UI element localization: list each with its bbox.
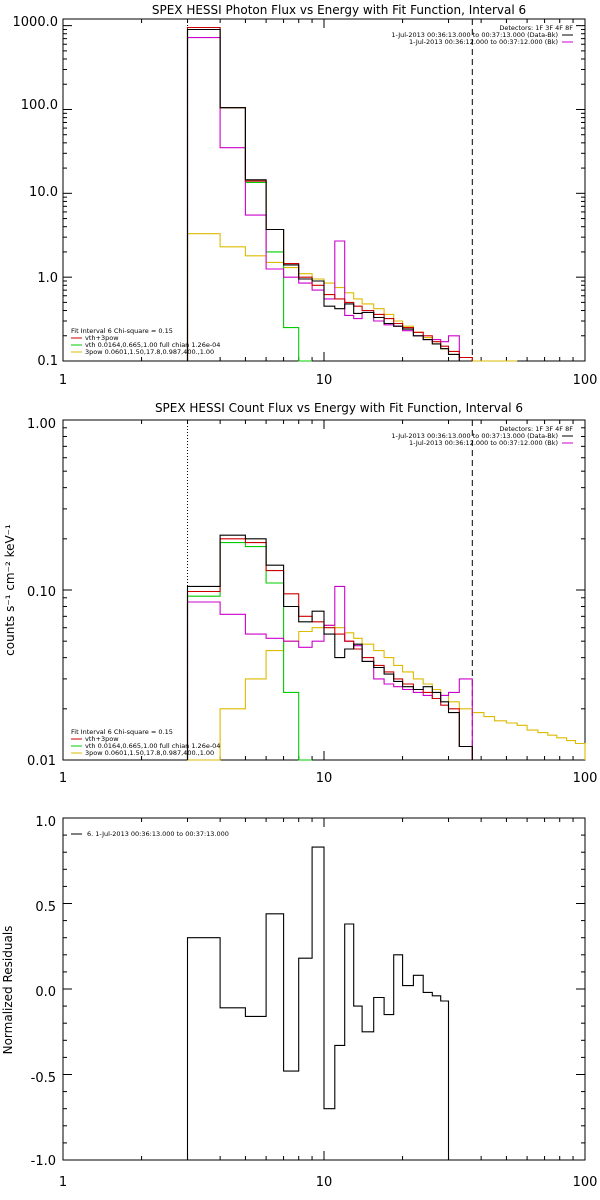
total-histogram-line — [186, 26, 473, 361]
photon-chart-title: SPEX HESSI Photon Flux vs Energy with Fi… — [152, 3, 526, 17]
photon-legend-detectors: Detectors: 1F 3F 4F 8F — [499, 24, 573, 32]
photon-legend-vth: vth 0.0164,0.665,1.00 full chian 1.26e-0… — [85, 341, 220, 349]
photon-legend-data-bk: 1-Jul-2013 00:36:13.000 to 00:37:13.000 … — [391, 31, 558, 39]
photon-plot-frame — [62, 18, 586, 362]
data-histogram-line — [186, 846, 450, 1160]
residuals-x-tick-10: 10 — [316, 1175, 333, 1190]
residuals-y-tick-0: 0.0 — [35, 985, 56, 1000]
photon-y-tick-10: 10.0 — [29, 185, 58, 200]
residuals-y-tick-neg-1: -1.0 — [31, 1154, 56, 1169]
residuals-panel: 1 10 100 1.0 0.5 0.0 -0.5 -1.0 Normalize… — [1, 815, 597, 1190]
count-legend-detectors: Detectors: 1F 3F 4F 8F — [499, 425, 573, 433]
residuals-y-tick-neg-0-5: -0.5 — [31, 1071, 56, 1086]
residuals-y-axis-label: Normalized Residuals — [1, 926, 15, 1055]
count-legend-right: Detectors: 1F 3F 4F 8F 1-Jul-2013 00:36:… — [391, 425, 573, 447]
count-y-axis-label: counts s⁻¹ cm⁻² keV⁻¹ — [3, 524, 17, 656]
residuals-y-tick-1: 1.0 — [35, 815, 56, 830]
residuals-legend: 6. 1-Jul-2013 00:36:13.000 to 00:37:13.0… — [87, 830, 229, 838]
count-x-tick-100: 100 — [573, 771, 598, 786]
photon-legend-bk: 1-Jul-2013 00:36:12.000 to 00:37:12.000 … — [409, 38, 558, 46]
photon-series — [186, 26, 518, 362]
vth-histogram-line — [186, 542, 313, 761]
count-legend-total: vth+3pow — [85, 735, 119, 743]
photon-x-tick-100: 100 — [573, 373, 598, 388]
photon-range-markers — [187, 19, 473, 361]
bk-histogram-line — [186, 37, 473, 362]
residuals-axis-ticks — [62, 817, 586, 1161]
bk-histogram-line — [186, 585, 473, 760]
count-y-tick-0-01: 0.01 — [27, 754, 56, 769]
photon-y-tick-100: 100.0 — [21, 98, 58, 113]
total-histogram-line — [186, 538, 473, 760]
photon-y-tick-1: 1.0 — [37, 271, 58, 286]
photon-legend-total: vth+3pow — [85, 334, 119, 342]
photon-x-tick-10: 10 — [316, 373, 333, 388]
count-legend-pow: 3pow 0.0601,1.50,17.8,0.987,400.,1.00 — [85, 749, 214, 757]
pow-histogram-line — [187, 624, 586, 761]
photon-y-tick-1000: 1000.0 — [13, 15, 59, 30]
photon-legend-pow: 3pow 0.0601,1.50,17.8,0.987,400.,1.00 — [85, 348, 214, 356]
photon-axis-ticks — [62, 19, 586, 362]
count-legend-left: Fit Interval 6 Chi-square = 0.15 vth+3po… — [71, 728, 220, 757]
photon-legend-fit: Fit Interval 6 Chi-square = 0.15 — [71, 327, 173, 335]
pow-histogram-line — [186, 233, 518, 362]
residuals-x-tick-1: 1 — [59, 1175, 67, 1190]
photon-y-tick-0-1: 0.1 — [37, 354, 58, 369]
count-legend-vth: vth 0.0164,0.665,1.00 full chian 1.26e-0… — [85, 742, 220, 750]
count-legend-fit: Fit Interval 6 Chi-square = 0.15 — [71, 728, 173, 736]
count-series — [186, 534, 586, 761]
count-x-tick-10: 10 — [316, 771, 333, 786]
count-chart-title: SPEX HESSI Count Flux vs Energy with Fit… — [155, 401, 523, 415]
data-histogram-line — [186, 534, 473, 760]
count-y-tick-0-1: 0.10 — [27, 585, 56, 600]
residuals-series — [186, 846, 450, 1160]
photon-x-tick-1: 1 — [59, 373, 67, 388]
count-y-tick-1: 1.00 — [27, 417, 56, 432]
count-legend-data-bk: 1-Jul-2013 00:36:13.000 to 00:37:13.000 … — [391, 432, 558, 440]
count-flux-panel: SPEX HESSI Count Flux vs Energy with Fit… — [3, 401, 597, 786]
count-plot-frame — [62, 419, 586, 761]
count-legend-bk: 1-Jul-2013 00:36:12.000 to 00:37:12.000 … — [409, 439, 558, 447]
photon-legend-left: Fit Interval 6 Chi-square = 0.15 vth+3po… — [71, 327, 220, 356]
photon-flux-panel: SPEX HESSI Photon Flux vs Energy with Fi… — [13, 3, 598, 388]
photon-legend-right: Detectors: 1F 3F 4F 8F 1-Jul-2013 00:36:… — [391, 24, 573, 46]
count-axis-ticks — [62, 420, 586, 761]
vth-histogram-line — [186, 26, 313, 362]
residuals-x-tick-100: 100 — [573, 1175, 598, 1190]
residuals-y-tick-0-5: 0.5 — [35, 900, 56, 915]
data-histogram-line — [186, 28, 473, 362]
count-x-tick-1: 1 — [59, 771, 67, 786]
